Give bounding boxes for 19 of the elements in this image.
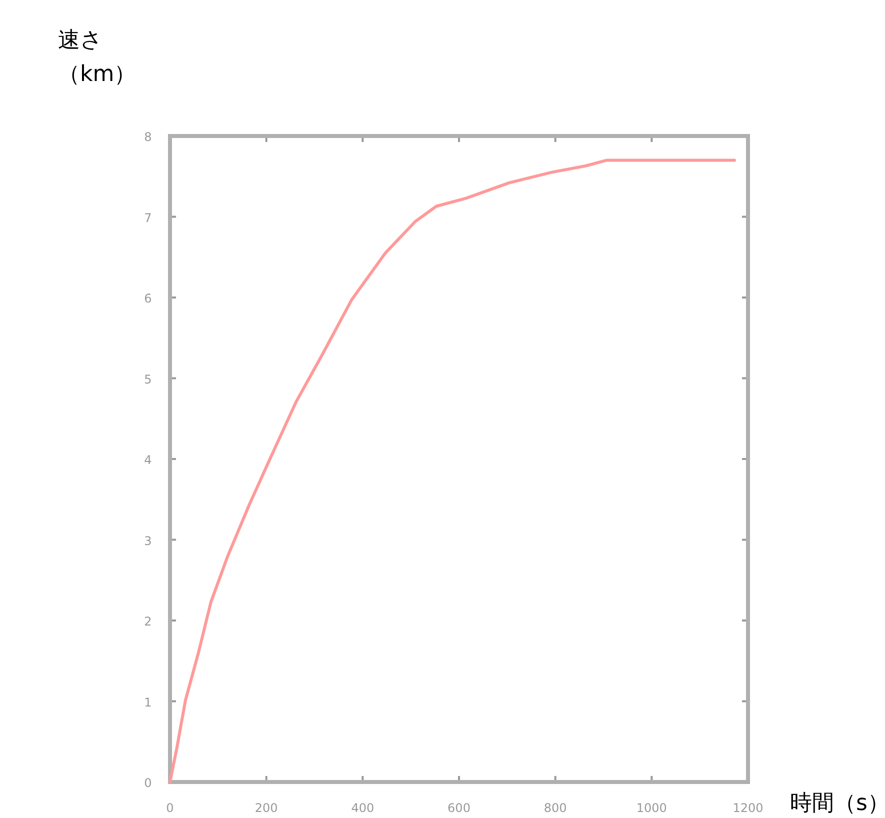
x-axis-title: 時間（s） (790, 791, 885, 816)
y-tick-label: 1 (144, 695, 152, 710)
x-tick-label: 1200 (732, 801, 764, 815)
y-tick-label: 7 (144, 210, 152, 225)
y-tick-label: 6 (144, 292, 152, 306)
y-tick-label: 4 (144, 453, 152, 467)
y-tick-label: 3 (144, 534, 152, 548)
y-tick-label: 5 (144, 372, 152, 386)
x-tick-label: 800 (544, 801, 567, 815)
x-tick-label: 400 (351, 801, 374, 815)
line-series (168, 158, 736, 784)
y-axis-title: 速さ（km） (58, 27, 136, 89)
x-tick-label: 600 (448, 801, 470, 815)
x-tick-label: 1000 (636, 801, 667, 815)
x-tick-label: 200 (254, 801, 278, 815)
y-tick-label: 8 (144, 130, 152, 144)
y-tick-label: 0 (144, 776, 152, 790)
x-tick-label: 0 (166, 801, 174, 815)
y-tick-label: 2 (144, 614, 152, 628)
